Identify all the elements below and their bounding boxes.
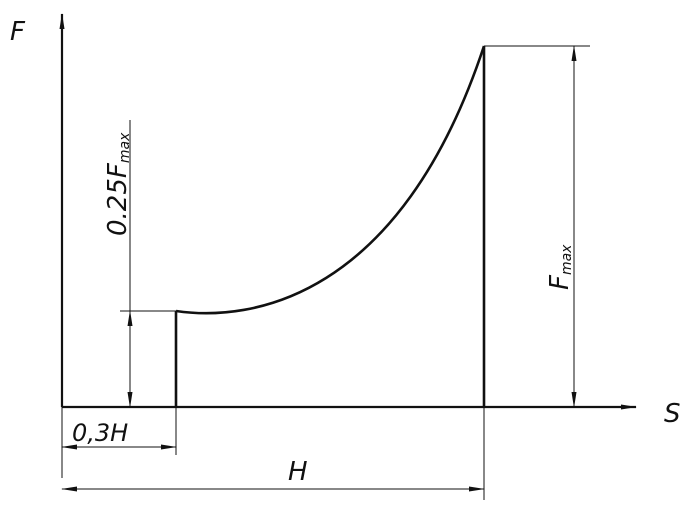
force-curve: [175, 45, 486, 315]
start-offset-label: 0,3H: [72, 419, 128, 447]
stroke-length-label: H: [288, 457, 308, 487]
svg-text:0.25Fmax: 0.25Fmax: [103, 132, 133, 236]
force-max-label: Fmax: [545, 244, 575, 290]
force-quarter-label: 0.25Fmax: [103, 132, 133, 236]
y-axis-label: F: [10, 17, 26, 47]
svg-text:Fmax: Fmax: [545, 244, 575, 290]
x-axis-label: S: [664, 399, 681, 429]
